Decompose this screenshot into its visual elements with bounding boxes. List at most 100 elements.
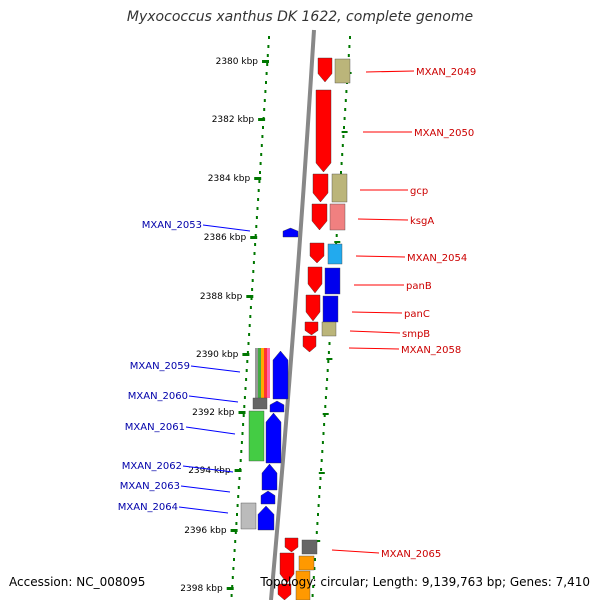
- forward-gene-label[interactable]: MXAN_2058: [401, 345, 461, 356]
- guide-dash: [318, 472, 325, 474]
- guide-dot: [344, 108, 347, 111]
- forward-label-leader: [355, 255, 406, 258]
- guide-dot: [261, 135, 264, 138]
- forward-gene-label[interactable]: ksgA: [410, 216, 434, 227]
- scale-tick: [242, 353, 250, 356]
- guide-dot: [242, 414, 245, 417]
- map-title: Myxococcus xanthus DK 1622, complete gen…: [126, 9, 474, 25]
- reverse-gene-label[interactable]: MXAN_2064: [118, 502, 178, 513]
- guide-dot: [246, 351, 249, 354]
- reverse-cog-stripe: [261, 348, 264, 398]
- forward-label-leader: [357, 218, 409, 221]
- reverse-cog-stripe: [255, 348, 258, 398]
- reverse-gene-label[interactable]: MXAN_2063: [120, 481, 180, 492]
- guide-dot: [348, 45, 351, 48]
- scale-tick-label: 2388 kbp: [200, 292, 243, 302]
- reverse-label-leader: [178, 506, 229, 514]
- reverse-label-leader: [185, 426, 236, 435]
- scale-tick-label: 2382 kbp: [212, 115, 255, 125]
- scale-tick-label: 2386 kbp: [204, 233, 247, 243]
- forward-gene-arrow: [312, 173, 329, 203]
- forward-gene-label[interactable]: MXAN_2054: [407, 253, 467, 264]
- guide-dot: [231, 585, 234, 588]
- guide-dot: [254, 243, 257, 246]
- scale-tick-label: 2398 kbp: [180, 584, 223, 594]
- reverse-gene-label[interactable]: MXAN_2060: [128, 391, 188, 402]
- guide-dash: [341, 131, 348, 133]
- reverse-gene-label[interactable]: MXAN_2053: [142, 220, 202, 231]
- scale-tick: [230, 529, 238, 532]
- reverse-gene-arrow: [282, 227, 299, 238]
- guide-dot: [320, 468, 323, 471]
- guide-dot: [325, 387, 328, 390]
- guide-dot: [342, 135, 345, 138]
- reverse-gene-arrow: [260, 490, 276, 505]
- reverse-gene-label[interactable]: MXAN_2061: [125, 422, 185, 433]
- guide-dot: [327, 360, 330, 363]
- accession-text: Accession: NC_008095: [9, 575, 146, 589]
- guide-dot: [230, 594, 233, 597]
- guide-dot: [234, 531, 237, 534]
- guide-dot: [317, 513, 319, 516]
- forward-gene-label[interactable]: MXAN_2050: [414, 128, 474, 139]
- reverse-gene-label[interactable]: MXAN_2062: [122, 461, 182, 472]
- scale-tick: [238, 411, 246, 414]
- guide-dot: [249, 306, 252, 309]
- guide-dot: [344, 99, 347, 102]
- forward-label-leader: [331, 549, 380, 554]
- guide-dot: [259, 162, 262, 165]
- forward-label-leader: [349, 330, 401, 334]
- guide-dot: [312, 585, 315, 588]
- guide-dash: [322, 413, 329, 415]
- guide-dot: [232, 567, 235, 570]
- forward-gene-label[interactable]: smpB: [402, 329, 430, 340]
- scale-tick-label: 2380 kbp: [216, 57, 259, 67]
- guide-dot: [326, 378, 329, 381]
- scale-tick: [262, 60, 269, 63]
- forward-gene-arrow: [302, 335, 317, 353]
- guide-dot: [321, 450, 324, 453]
- guide-dot: [236, 513, 238, 516]
- guide-dot: [323, 414, 326, 417]
- forward-cog-block: [327, 243, 343, 265]
- guide-dot: [246, 360, 249, 363]
- forward-cog-block: [324, 267, 341, 295]
- forward-label-leader: [351, 311, 403, 314]
- forward-gene-arrow: [277, 583, 292, 600]
- guide-dot: [322, 432, 325, 435]
- guide-dot: [313, 567, 316, 570]
- forward-gene-label[interactable]: panB: [406, 281, 432, 292]
- guide-dot: [248, 324, 251, 327]
- guide-dot: [248, 333, 251, 336]
- forward-gene-label[interactable]: MXAN_2049: [416, 67, 476, 78]
- guide-dash: [334, 241, 341, 243]
- forward-gene-label[interactable]: panC: [404, 309, 430, 320]
- guide-dot: [257, 198, 260, 201]
- guide-dot: [237, 486, 240, 489]
- guide-dot: [265, 81, 267, 84]
- forward-gene-label[interactable]: gcp: [410, 186, 428, 197]
- reverse-gene-label[interactable]: MXAN_2059: [130, 361, 190, 372]
- guide-dot: [345, 90, 348, 93]
- guide-dot: [253, 252, 256, 255]
- guide-dot: [231, 576, 234, 579]
- guide-dot: [264, 90, 267, 93]
- scale-tick: [258, 118, 266, 121]
- genome-axis: [269, 29, 316, 600]
- scale-tick: [254, 177, 262, 180]
- scale-tick-label: 2396 kbp: [184, 526, 227, 536]
- guide-dot: [235, 522, 238, 525]
- guide-dot: [236, 504, 239, 507]
- forward-gene-label[interactable]: MXAN_2065: [381, 549, 441, 560]
- reverse-label-leader: [180, 485, 231, 493]
- guide-dot: [262, 126, 264, 129]
- scale-tick: [234, 469, 242, 472]
- guide-dot: [249, 315, 252, 318]
- forward-gene-arrow: [315, 89, 332, 173]
- scale-tick-label: 2394 kbp: [188, 466, 231, 476]
- guide-dot: [340, 171, 342, 174]
- guide-dot: [240, 450, 243, 453]
- reverse-cog-block: [240, 502, 257, 530]
- reverse-gene-arrow: [261, 463, 278, 491]
